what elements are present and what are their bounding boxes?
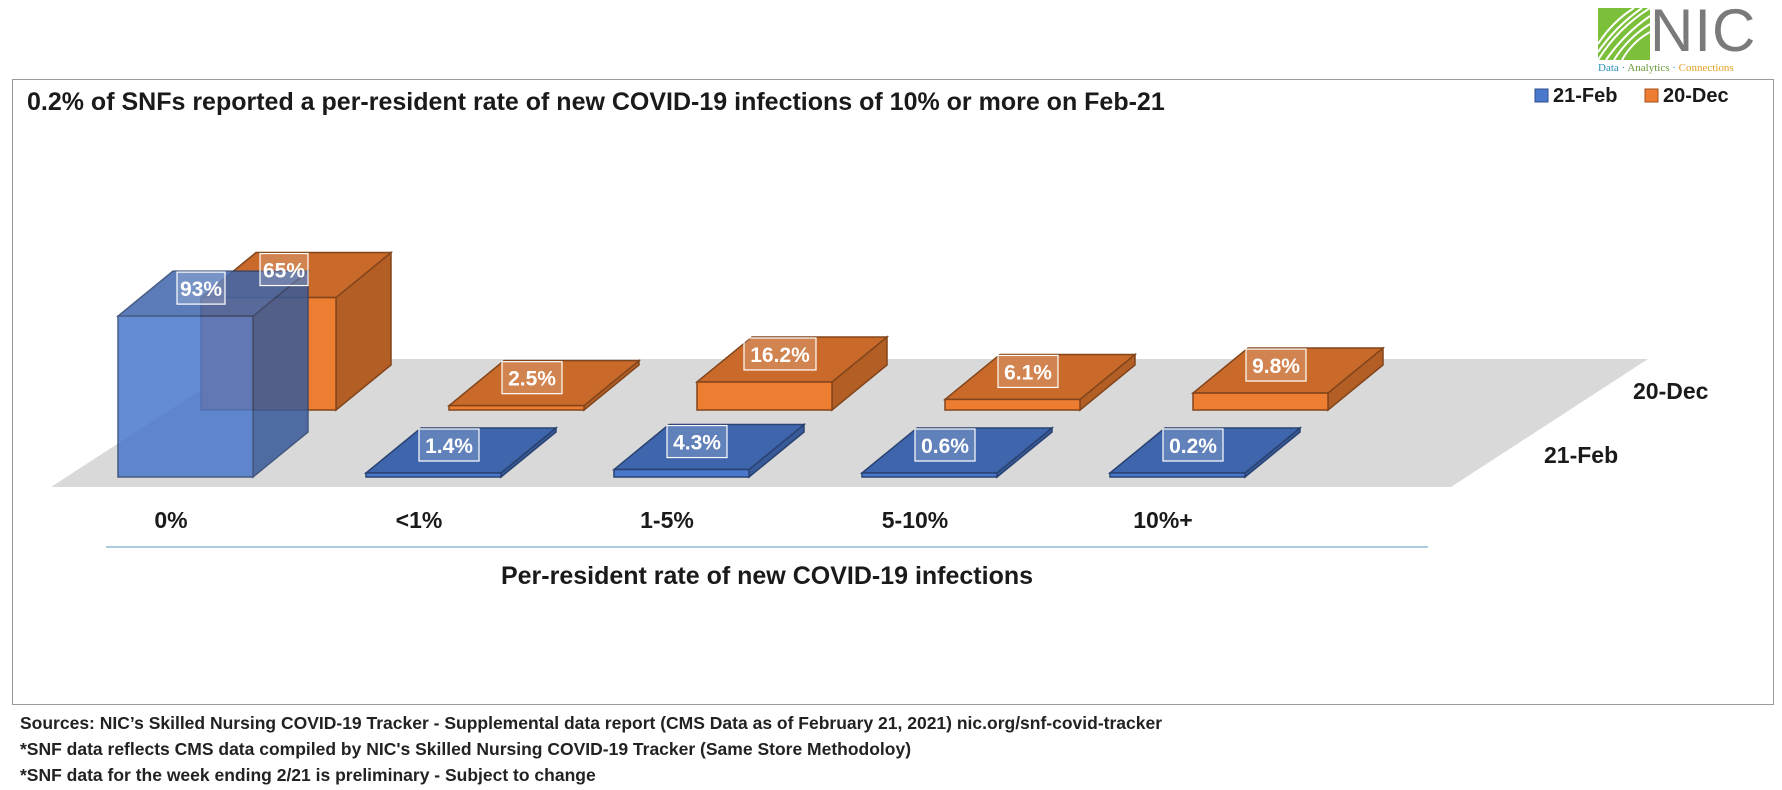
bar-20-dec-0-label-text: 65%: [263, 260, 305, 283]
bar-21-feb-0-label-box: [176, 271, 226, 305]
logo-tagline: Data · Analytics · Connections: [1598, 62, 1734, 74]
legend-swatch-21-feb: [1534, 88, 1549, 103]
bar-20-dec-4-label: 9.8%: [1245, 348, 1307, 382]
bar-20-dec-1-label-text: 2.5%: [508, 368, 556, 391]
bar-20-dec-2-label-text: 16.2%: [750, 344, 810, 367]
bar-20-dec-4-front: [1192, 392, 1329, 411]
footer-preliminary-note: *SNF data for the week ending 2/21 is pr…: [20, 765, 596, 785]
bar-21-feb-2-label: 4.3%: [666, 424, 728, 459]
bar-21-feb-3: [859, 426, 1055, 479]
bar-21-feb-4-label-box: [1162, 428, 1224, 462]
bar-21-feb-3-label: 0.6%: [914, 428, 976, 462]
depth-label-21-feb: 21-Feb: [1544, 442, 1618, 468]
bar-21-feb-1-front: [365, 472, 502, 478]
legend-swatch-20-dec: [1644, 88, 1659, 103]
tagline-connections: Connections: [1678, 62, 1734, 74]
chart-frame: 0.2% of SNFs reported a per-resident rat…: [12, 79, 1774, 705]
legend-label-21-feb: 21-Feb: [1553, 85, 1617, 107]
bar-20-dec-1-front: [448, 404, 585, 411]
category-label-0: 0%: [154, 507, 187, 533]
category-label-4: 10%+: [1133, 507, 1192, 533]
bar-21-feb-1-label-box: [418, 428, 480, 462]
nic-logo: NIC Data · Analytics · Connections: [1598, 0, 1776, 76]
bar-20-dec-1-label: 2.5%: [501, 361, 563, 395]
bar-21-feb-3-label-box: [914, 428, 976, 462]
category-label-3: 5-10%: [882, 507, 948, 533]
bar-21-feb-3-front: [861, 472, 998, 478]
bar-20-dec-3-front: [944, 398, 1081, 411]
bar-20-dec-0-label: 65%: [259, 252, 309, 287]
bar-20-dec-3-label-text: 6.1%: [1004, 361, 1052, 384]
tagline-data: Data: [1598, 62, 1619, 74]
bar-20-dec-2-label: 16.2%: [743, 337, 817, 371]
bar-21-feb-4-front: [1109, 472, 1246, 478]
bar-21-feb-4-label: 0.2%: [1162, 428, 1224, 462]
nic-logo-mark-icon: [1598, 8, 1650, 60]
legend: 21-Feb 20-Dec: [1534, 85, 1729, 107]
bar-20-dec-3-label-box: [997, 354, 1059, 389]
bar-21-feb-0-label-text: 93%: [180, 278, 222, 301]
bar-20-dec-3-label: 6.1%: [997, 354, 1059, 389]
bar-21-feb-4: [1107, 426, 1303, 479]
bar-21-feb-0: [115, 269, 311, 479]
bar-21-feb-2-label-text: 4.3%: [673, 432, 721, 455]
footer-notes: Sources: NIC’s Skilled Nursing COVID-19 …: [20, 710, 1162, 788]
bar-20-dec-1: [446, 359, 642, 412]
category-label-1: <1%: [396, 507, 443, 533]
category-label-2: 1-5%: [640, 507, 694, 533]
category-label-group: 0% <1% 1-5% 5-10% 10%+: [154, 507, 1192, 533]
chart-title: 0.2% of SNFs reported a per-resident rat…: [27, 88, 1165, 116]
x-axis-title: Per-resident rate of new COVID-19 infect…: [501, 562, 1033, 590]
tagline-analytics: Analytics: [1627, 62, 1670, 74]
bar-label-group: 65% 2.5% 16.2% 6.1% 9.8% 93% 1.4% 4.3% 0.6% 0.2%: [176, 252, 1307, 462]
bar-20-dec-1-label-box: [501, 361, 563, 395]
footer-method-note: *SNF data reflects CMS data compiled by …: [20, 739, 912, 759]
footer-source-line: Sources: NIC’s Skilled Nursing COVID-19 …: [20, 713, 1163, 733]
bar-20-dec-0-label-box: [259, 252, 309, 287]
bar-20-dec-4: [1190, 346, 1386, 412]
bar-21-feb-2-label-box: [666, 424, 728, 459]
bar-21-feb-2-front: [613, 468, 750, 478]
bar-21-feb-1: [363, 426, 559, 479]
bar-21-feb-1-label: 1.4%: [418, 428, 480, 462]
bar-21-feb-1-label-text: 1.4%: [425, 435, 473, 458]
bar-20-dec-4-label-box: [1245, 348, 1307, 382]
depth-label-20-dec: 20-Dec: [1633, 378, 1709, 404]
bar-21-feb-0-label: 93%: [176, 271, 226, 305]
bar-21-feb-0-front: [117, 315, 254, 478]
bar-20-dec-4-label-text: 9.8%: [1252, 355, 1300, 378]
chart-canvas: 0.2% of SNFs reported a per-resident rat…: [27, 85, 1729, 590]
bar-group: [115, 250, 1386, 479]
logo-wordmark: NIC: [1650, 0, 1757, 64]
bar-20-dec-3: [942, 352, 1138, 412]
legend-label-20-dec: 20-Dec: [1663, 85, 1729, 107]
bar-20-dec-2-label-box: [743, 337, 817, 371]
bar-21-feb-3-label-text: 0.6%: [921, 435, 969, 458]
bar-21-feb-2: [611, 422, 807, 479]
bar-20-dec-2-front: [696, 381, 833, 411]
bar-21-feb-4-label-text: 0.2%: [1169, 435, 1217, 458]
